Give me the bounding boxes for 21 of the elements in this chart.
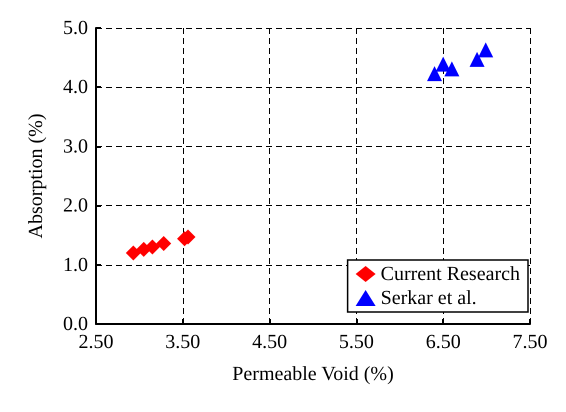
legend-label: Serkar et al. [380,287,477,309]
x-tick-label: 6.50 [426,331,461,353]
y-tick-label: 4.0 [63,76,88,98]
y-axis-title: Absorption (%) [25,114,47,238]
point [444,61,460,76]
x-tick-label: 3.50 [165,331,200,353]
point [156,236,172,251]
x-tick-label: 7.50 [512,331,548,353]
point [470,52,485,67]
point [126,245,141,260]
point [478,42,494,58]
point [436,56,451,72]
y-tick-label: 5.0 [63,17,88,39]
point [427,66,442,82]
legend-label: Current Research [380,263,520,285]
y-tick-label: 3.0 [63,135,88,158]
x-axis-title: Permeable Void (%) [232,363,394,385]
y-tick-label: 2.0 [63,194,88,217]
x-tick-label: 5.50 [338,331,374,353]
y-tick-label: 1.0 [63,254,88,276]
x-tick-label: 4.50 [252,331,288,353]
